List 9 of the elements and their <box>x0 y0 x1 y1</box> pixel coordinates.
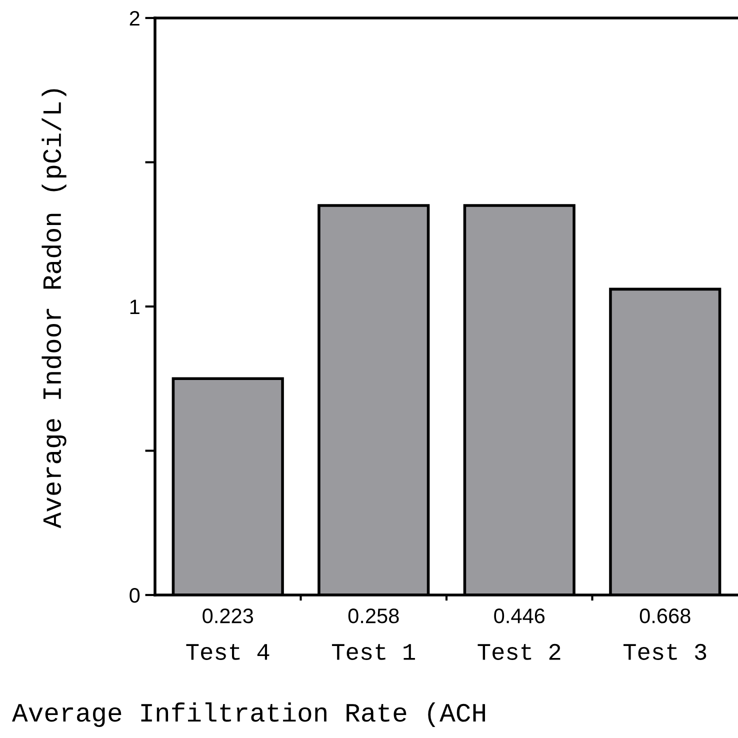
x-tick-label: 0.258 Test 1 <box>332 608 415 660</box>
x-tick-label: 0.668 Test 3 <box>623 608 706 660</box>
y-tick-label: 0 <box>130 588 140 603</box>
x-tick-label: 0.446 Test 2 <box>478 608 560 660</box>
y-tick-label: 1 <box>130 300 140 314</box>
x-axis-title: Average Infiltration Rate (ACH <box>12 702 485 727</box>
y-axis-title: Average Indoor Radon (pCi/L) <box>42 89 66 528</box>
x-tick-label: 0.223 Test 4 <box>186 608 270 660</box>
y-tick-label: 2 <box>130 11 140 26</box>
